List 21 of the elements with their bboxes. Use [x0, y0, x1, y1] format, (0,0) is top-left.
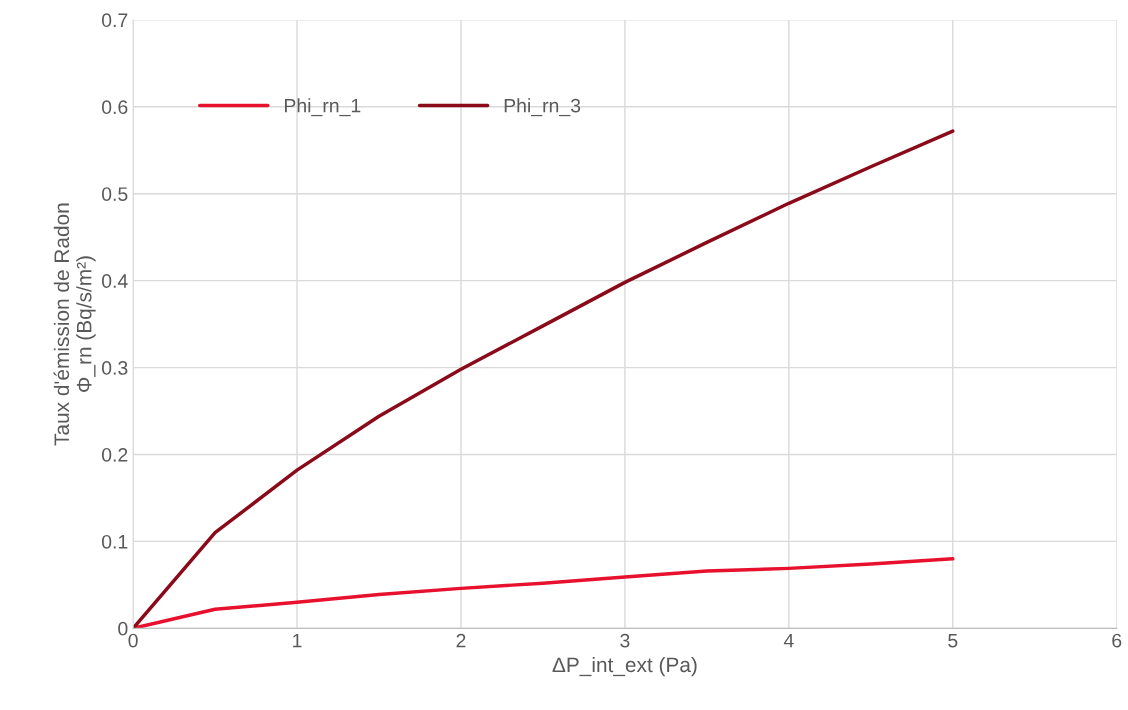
x-axis-title: ΔP_int_ext (Pa): [552, 656, 697, 677]
legend-label: Phi_rn_3: [504, 98, 581, 117]
y-tick-label: 0.7: [101, 13, 128, 28]
y-tick-label: 0.5: [101, 187, 128, 201]
y-tick-label: 0: [118, 621, 128, 636]
x-tick-label: 1: [293, 633, 302, 648]
y-tick-label: 0.3: [101, 361, 128, 375]
x-tick-label: 2: [456, 633, 466, 648]
x-tick-label: 6: [1112, 633, 1122, 648]
x-tick-label: 4: [783, 633, 794, 648]
x-tick-label: 0: [128, 633, 138, 648]
y-tick-label: 0.4: [101, 274, 128, 288]
y-tick-label: 0.1: [101, 534, 128, 549]
line-series: [133, 557, 955, 629]
line-series: [133, 129, 955, 629]
x-tick-label: 5: [948, 633, 958, 648]
y-tick-label: 0.6: [101, 100, 128, 115]
y-axis-title: Taux d'émission de Radon Φ_rn (Bq/s/m²): [53, 203, 96, 446]
y-tick-label: 0.2: [101, 447, 128, 462]
legend-label: Phi_rn_1: [284, 98, 361, 117]
x-tick-label: 3: [620, 633, 630, 648]
